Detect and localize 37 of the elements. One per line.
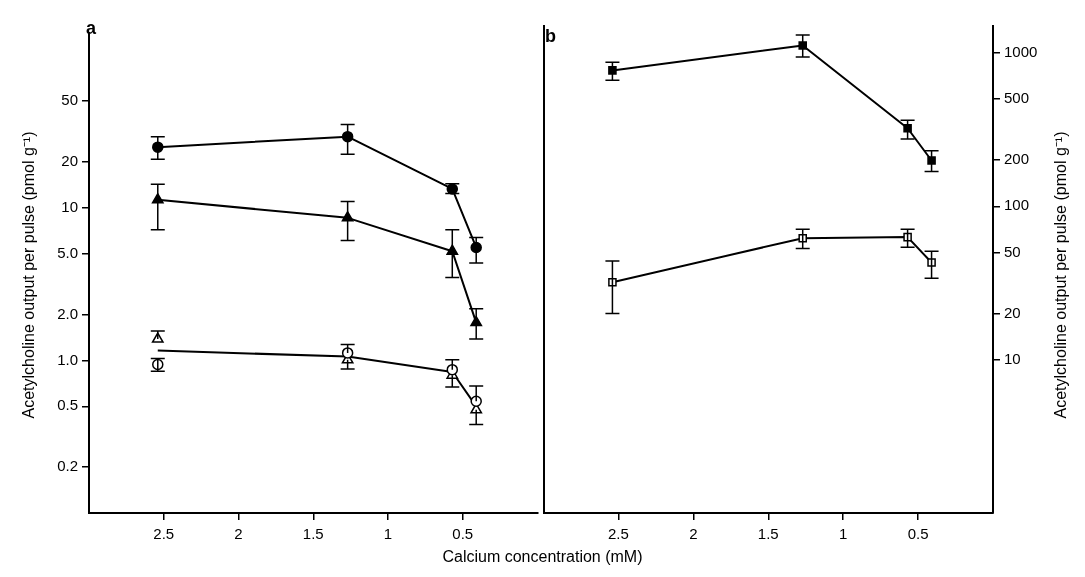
y2-axis-title: Acetylcholine output per pulse (pmol g⁻¹) (1051, 131, 1070, 419)
chart-title: b (545, 26, 556, 47)
y-tick-label: 50 (61, 91, 78, 109)
point (446, 363, 459, 376)
y-tick-label: 5.0 (57, 243, 78, 261)
y2-tick-label: 1000 (1004, 43, 1038, 61)
x-tick-label: 2.5 (607, 525, 629, 543)
point (608, 66, 617, 75)
y2-tick-label: 100 (1004, 196, 1030, 214)
point (903, 123, 912, 133)
x-tick-label: 2 (689, 525, 698, 543)
x-tick-label: 1 (383, 525, 393, 543)
y-tick-label: 0.2 (57, 457, 78, 475)
x-tick-label: 2 (234, 525, 243, 543)
y-tick-label: 0.5 (57, 396, 78, 414)
y-tick-label: 10 (61, 198, 78, 215)
point (927, 156, 936, 165)
y2-tick-label: 500 (1004, 89, 1030, 107)
x-axis-title: Calcium concentration (mM) (441, 548, 644, 566)
y-axis-title: Acetylcholine output per pulse (pmol g⁻¹) (19, 131, 38, 419)
point (341, 347, 354, 359)
x-tick-label: 0.5 (452, 525, 474, 543)
x-tick-label: 1.5 (757, 525, 779, 543)
y2-tick-label: 50 (1004, 242, 1021, 260)
x-tick-label: 1 (838, 525, 848, 543)
y-tick-label: 20 (61, 152, 78, 170)
x-tick-label: 0.5 (907, 525, 929, 543)
point (341, 211, 354, 222)
x-tick-label: 2.5 (153, 525, 175, 543)
y2-tick-label: 10 (1004, 349, 1021, 367)
y2-tick-label: 20 (1004, 303, 1021, 321)
x-tick-label: 1.5 (302, 525, 324, 543)
y2-tick-label: 200 (1004, 150, 1030, 168)
y-tick-label: 1.0 (57, 350, 78, 368)
point (446, 244, 459, 255)
point (798, 41, 807, 50)
y-tick-label: 2.0 (57, 304, 78, 322)
